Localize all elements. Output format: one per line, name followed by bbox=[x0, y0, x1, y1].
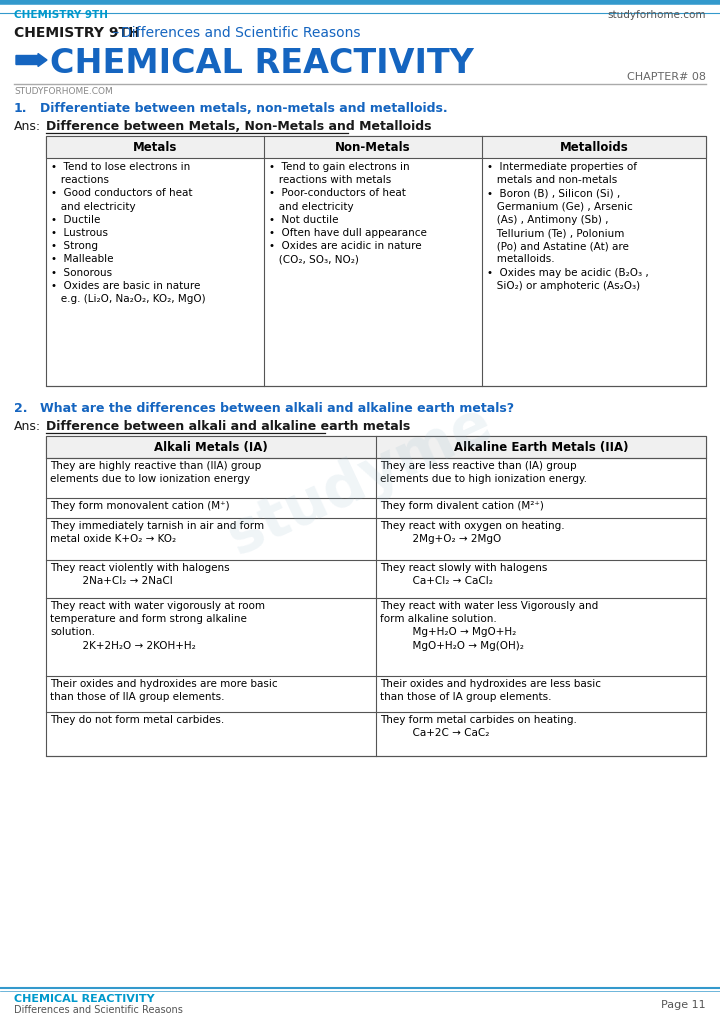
Text: They are highly reactive than (IIA) group
elements due to low ionization energy: They are highly reactive than (IIA) grou… bbox=[50, 461, 261, 485]
Bar bbox=[46, 436, 706, 458]
Text: They immediately tarnish in air and form
metal oxide K+O₂ → KO₂: They immediately tarnish in air and form… bbox=[50, 521, 264, 545]
Text: Page 11: Page 11 bbox=[662, 1000, 706, 1010]
Text: Difference between alkali and alkaline earth metals: Difference between alkali and alkaline e… bbox=[46, 420, 410, 433]
Text: CHAPTER# 08: CHAPTER# 08 bbox=[627, 72, 706, 82]
Text: Differences and Scientific Reasons: Differences and Scientific Reasons bbox=[14, 1005, 183, 1015]
Text: •  Intermediate properties of
   metals and non-metals
•  Boron (B) , Silicon (S: • Intermediate properties of metals and … bbox=[487, 162, 649, 291]
Text: Ans:: Ans: bbox=[14, 120, 41, 133]
Text: •  Tend to gain electrons in
   reactions with metals
•  Poor-conductors of heat: • Tend to gain electrons in reactions wi… bbox=[269, 162, 427, 265]
Text: STUDYFORHOME.COM: STUDYFORHOME.COM bbox=[14, 87, 113, 96]
Text: They do not form metal carbides.: They do not form metal carbides. bbox=[50, 715, 224, 725]
Bar bbox=[46, 136, 706, 158]
Text: They react with water vigorously at room
temperature and form strong alkaline
so: They react with water vigorously at room… bbox=[50, 601, 265, 651]
Text: –: – bbox=[108, 26, 124, 40]
Text: They react slowly with halogens
          Ca+Cl₂ → CaCl₂: They react slowly with halogens Ca+Cl₂ →… bbox=[380, 563, 547, 586]
Text: Differentiate between metals, non-metals and metalloids.: Differentiate between metals, non-metals… bbox=[40, 102, 448, 115]
Text: CHEMISTRY 9TH: CHEMISTRY 9TH bbox=[14, 26, 140, 40]
Text: Alkaline Earth Metals (IIA): Alkaline Earth Metals (IIA) bbox=[454, 441, 629, 453]
Text: They form monovalent cation (M⁺): They form monovalent cation (M⁺) bbox=[50, 501, 230, 511]
Text: studyforhome.com: studyforhome.com bbox=[608, 10, 706, 20]
Text: Non-Metals: Non-Metals bbox=[336, 140, 411, 154]
Bar bbox=[46, 436, 706, 756]
Text: Differences and Scientific Reasons: Differences and Scientific Reasons bbox=[121, 26, 361, 40]
Text: 2.: 2. bbox=[14, 402, 27, 415]
Text: They react violently with halogens
          2Na+Cl₂ → 2NaCl: They react violently with halogens 2Na+C… bbox=[50, 563, 230, 586]
Text: Metalloids: Metalloids bbox=[559, 140, 629, 154]
Text: •  Tend to lose electrons in
   reactions
•  Good conductors of heat
   and elec: • Tend to lose electrons in reactions • … bbox=[51, 162, 206, 304]
FancyArrow shape bbox=[16, 54, 47, 66]
Text: Their oxides and hydroxides are more basic
than those of IIA group elements.: Their oxides and hydroxides are more bas… bbox=[50, 679, 278, 702]
Text: studyme: studyme bbox=[219, 394, 501, 566]
Text: Metals: Metals bbox=[132, 140, 177, 154]
Text: They are less reactive than (IA) group
elements due to high ionization energy.: They are less reactive than (IA) group e… bbox=[380, 461, 587, 485]
Text: CHEMICAL REACTIVITY: CHEMICAL REACTIVITY bbox=[50, 47, 474, 80]
Text: They form metal carbides on heating.
          Ca+2C → CaC₂: They form metal carbides on heating. Ca+… bbox=[380, 715, 577, 738]
Text: Their oxides and hydroxides are less basic
than those of IA group elements.: Their oxides and hydroxides are less bas… bbox=[380, 679, 601, 702]
Text: Ans:: Ans: bbox=[14, 420, 41, 433]
Text: CHEMICAL REACTIVITY: CHEMICAL REACTIVITY bbox=[14, 994, 155, 1004]
Text: They react with water less Vigorously and
form alkaline solution.
          Mg+H: They react with water less Vigorously an… bbox=[380, 601, 598, 651]
Text: CHEMISTRY 9TH: CHEMISTRY 9TH bbox=[14, 10, 108, 20]
Text: Alkali Metals (IA): Alkali Metals (IA) bbox=[154, 441, 268, 453]
Text: 1.: 1. bbox=[14, 102, 27, 115]
Text: They react with oxygen on heating.
          2Mg+O₂ → 2MgO: They react with oxygen on heating. 2Mg+O… bbox=[380, 521, 564, 545]
Text: What are the differences between alkali and alkaline earth metals?: What are the differences between alkali … bbox=[40, 402, 514, 415]
Bar bbox=[46, 136, 706, 386]
Text: Difference between Metals, Non-Metals and Metalloids: Difference between Metals, Non-Metals an… bbox=[46, 120, 431, 133]
Text: They form divalent cation (M²⁺): They form divalent cation (M²⁺) bbox=[380, 501, 544, 511]
